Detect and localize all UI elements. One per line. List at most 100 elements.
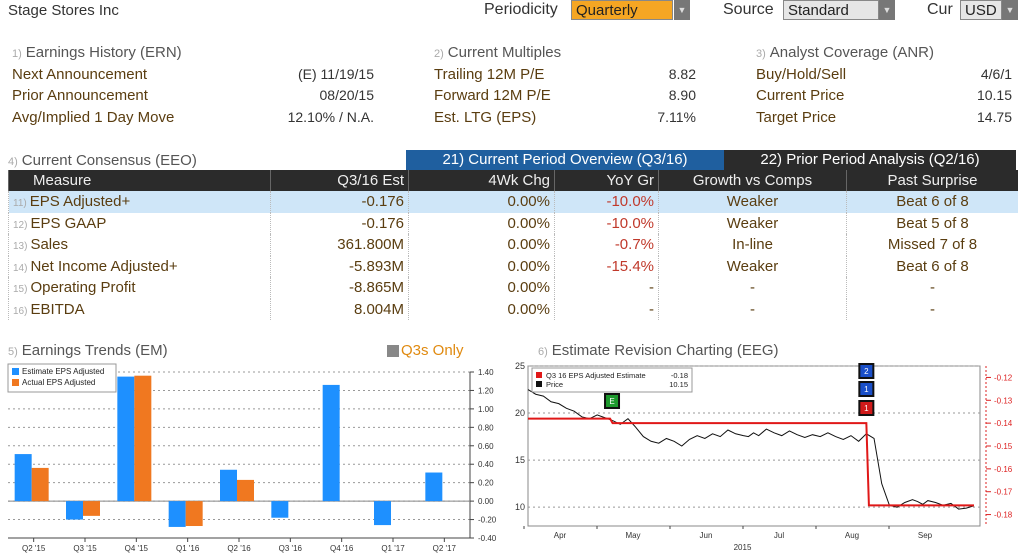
comps-cell: Weaker <box>658 191 847 213</box>
measure-cell[interactable]: 16) EBITDA <box>8 298 271 320</box>
yoy-cell: -10.0% <box>554 191 659 213</box>
buy-hold-sell-value: 4/6/1 <box>980 66 1012 82</box>
x-tick-label: Q1 '17 <box>381 544 405 553</box>
periodicity-chevron-down-icon[interactable]: ▼ <box>674 0 690 20</box>
chg-cell: 0.00% <box>408 191 555 213</box>
x-tick-label: May <box>625 531 640 540</box>
revision-marker-count <box>858 363 875 379</box>
column-header-growth-vs-comps[interactable]: Growth vs Comps <box>658 170 847 191</box>
legend-swatch-actual <box>12 379 19 386</box>
periodicity-label: Periodicity <box>484 1 558 18</box>
estimate-bar <box>117 376 135 502</box>
section-number: 3) <box>756 48 766 60</box>
analyst-coverage-header[interactable]: 3) Analyst Coverage (ANR) <box>756 44 934 61</box>
section-number: 2) <box>434 48 444 60</box>
chg-cell: 0.00% <box>408 255 555 277</box>
legend-estimate-value: -0.18 <box>671 371 688 380</box>
tab-prior-period-analysis[interactable]: 22) Prior Period Analysis (Q2/16) <box>724 150 1016 170</box>
row-number: 15) <box>13 284 28 296</box>
column-header-est[interactable]: Q3/16 Est <box>270 170 409 191</box>
earnings-trends-header[interactable]: 5) Earnings Trends (EM) <box>8 342 168 359</box>
estimate-bar <box>14 454 32 502</box>
right-tick-label: -0.17 <box>994 488 1013 497</box>
measure-cell[interactable]: 14) Net Income Adjusted+ <box>8 255 271 277</box>
measure-label: Net Income Adjusted+ <box>30 257 178 275</box>
x-tick-label: Q1 '16 <box>176 544 200 553</box>
legend-price-label: Price <box>546 380 563 389</box>
consensus-header[interactable]: 4) Current Consensus (EEO) <box>8 152 197 169</box>
actual-bar <box>134 375 152 502</box>
table-row[interactable]: 15) Operating Profit -8.865M 0.00% - - - <box>8 277 1018 299</box>
x-tick-label: Q2 '15 <box>22 544 46 553</box>
x-tick-label: Q3 '15 <box>73 544 97 553</box>
surprise-cell: - <box>846 298 1018 320</box>
source-chevron-down-icon[interactable]: ▼ <box>879 0 895 20</box>
row-number: 16) <box>13 305 28 317</box>
actual-bar <box>237 479 254 502</box>
table-row[interactable]: 11) EPS Adjusted+ -0.176 0.00% -10.0% Weaker B… <box>8 191 1018 213</box>
measure-cell[interactable]: 15) Operating Profit <box>8 277 271 299</box>
actual-bar <box>31 467 49 502</box>
estimate-bar <box>66 501 83 520</box>
actual-bar <box>83 501 100 516</box>
earnings-history-header[interactable]: 1) Earnings History (ERN) <box>12 44 182 61</box>
source-dropdown[interactable]: Standard <box>783 0 879 20</box>
measure-cell[interactable]: 11) EPS Adjusted+ <box>8 191 271 213</box>
estimate-bar <box>271 501 289 518</box>
table-row[interactable]: 16) EBITDA 8.004M 0.00% - - - <box>8 298 1018 320</box>
table-row[interactable]: 13) Sales 361.800M 0.00% -0.7% In-line Missed … <box>8 234 1018 256</box>
x-tick-label: Q4 '15 <box>125 544 149 553</box>
table-row[interactable]: 12) EPS GAAP -0.176 0.00% -10.0% Weaker Beat 5… <box>8 212 1018 234</box>
comps-cell: Weaker <box>658 212 847 234</box>
left-tick-label: 15 <box>515 455 525 465</box>
estimate-bar <box>425 472 443 502</box>
current-price-value: 10.15 <box>976 87 1012 103</box>
x-tick-label: Q3 '16 <box>279 544 303 553</box>
surprise-cell: Beat 6 of 8 <box>846 191 1018 213</box>
measure-label: Operating Profit <box>30 279 136 297</box>
y-tick-label: 0.60 <box>478 442 494 451</box>
y-tick-label: 0.20 <box>478 479 494 488</box>
column-header-4wk-chg[interactable]: 4Wk Chg <box>408 170 555 191</box>
surprise-cell: Beat 6 of 8 <box>846 255 1018 277</box>
y-tick-label: 1.00 <box>478 405 494 414</box>
column-header-past-surprise[interactable]: Past Surprise <box>846 170 1018 191</box>
currency-chevron-down-icon[interactable]: ▼ <box>1002 0 1018 20</box>
revision-marker-count-label: 1 <box>864 385 869 394</box>
surprise-cell: - <box>846 277 1018 299</box>
est-cell: -0.176 <box>270 212 409 234</box>
measure-label: EBITDA <box>30 300 85 318</box>
q3s-only-label[interactable]: Q3s Only <box>401 342 464 359</box>
right-tick-label: -0.16 <box>994 465 1013 474</box>
table-row[interactable]: 14) Net Income Adjusted+ -5.893M 0.00% -15.4… <box>8 255 1018 277</box>
comps-cell: - <box>658 277 847 299</box>
column-header-measure[interactable]: Measure <box>8 170 271 191</box>
y-tick-label: -0.40 <box>478 534 497 543</box>
measure-label: EPS GAAP <box>30 214 107 232</box>
forward-pe-value: 8.90 <box>668 87 696 103</box>
yoy-cell: -15.4% <box>554 255 659 277</box>
tab-current-period-overview[interactable]: 21) Current Period Overview (Q3/16) <box>406 150 724 170</box>
est-cell: -0.176 <box>270 191 409 213</box>
q3s-only-checkbox[interactable] <box>387 345 399 357</box>
prior-announcement-value: 08/20/15 <box>319 87 375 103</box>
revision-marker-down <box>858 400 875 416</box>
estimate-bar <box>220 469 237 502</box>
estimate-revision-header[interactable]: 6) Estimate Revision Charting (EEG) <box>538 342 779 359</box>
comps-cell: Weaker <box>658 255 847 277</box>
measure-cell[interactable]: 13) Sales <box>8 234 271 256</box>
earnings-history-title: Earnings History (ERN) <box>25 44 182 61</box>
consensus-title: Current Consensus (EEO) <box>21 152 197 169</box>
estimate-revision-chart: 10 15 20 25 -0.12 -0.13 -0.14 -0.15 -0.16 -0.17 -0… <box>515 361 1013 552</box>
column-header-yoy-gr[interactable]: YoY Gr <box>554 170 659 191</box>
right-tick-label: -0.18 <box>994 511 1013 520</box>
periodicity-dropdown[interactable]: Quarterly <box>571 0 673 20</box>
next-announcement-label: Next Announcement <box>12 66 148 83</box>
currency-dropdown[interactable]: USD <box>960 0 1002 20</box>
legend-box <box>7 363 117 393</box>
current-multiples-header[interactable]: 2) Current Multiples <box>434 44 561 61</box>
measure-cell[interactable]: 12) EPS GAAP <box>8 212 271 234</box>
comps-cell: In-line <box>658 234 847 256</box>
row-number: 11) <box>13 198 27 210</box>
legend-swatch-estimate <box>12 368 19 375</box>
